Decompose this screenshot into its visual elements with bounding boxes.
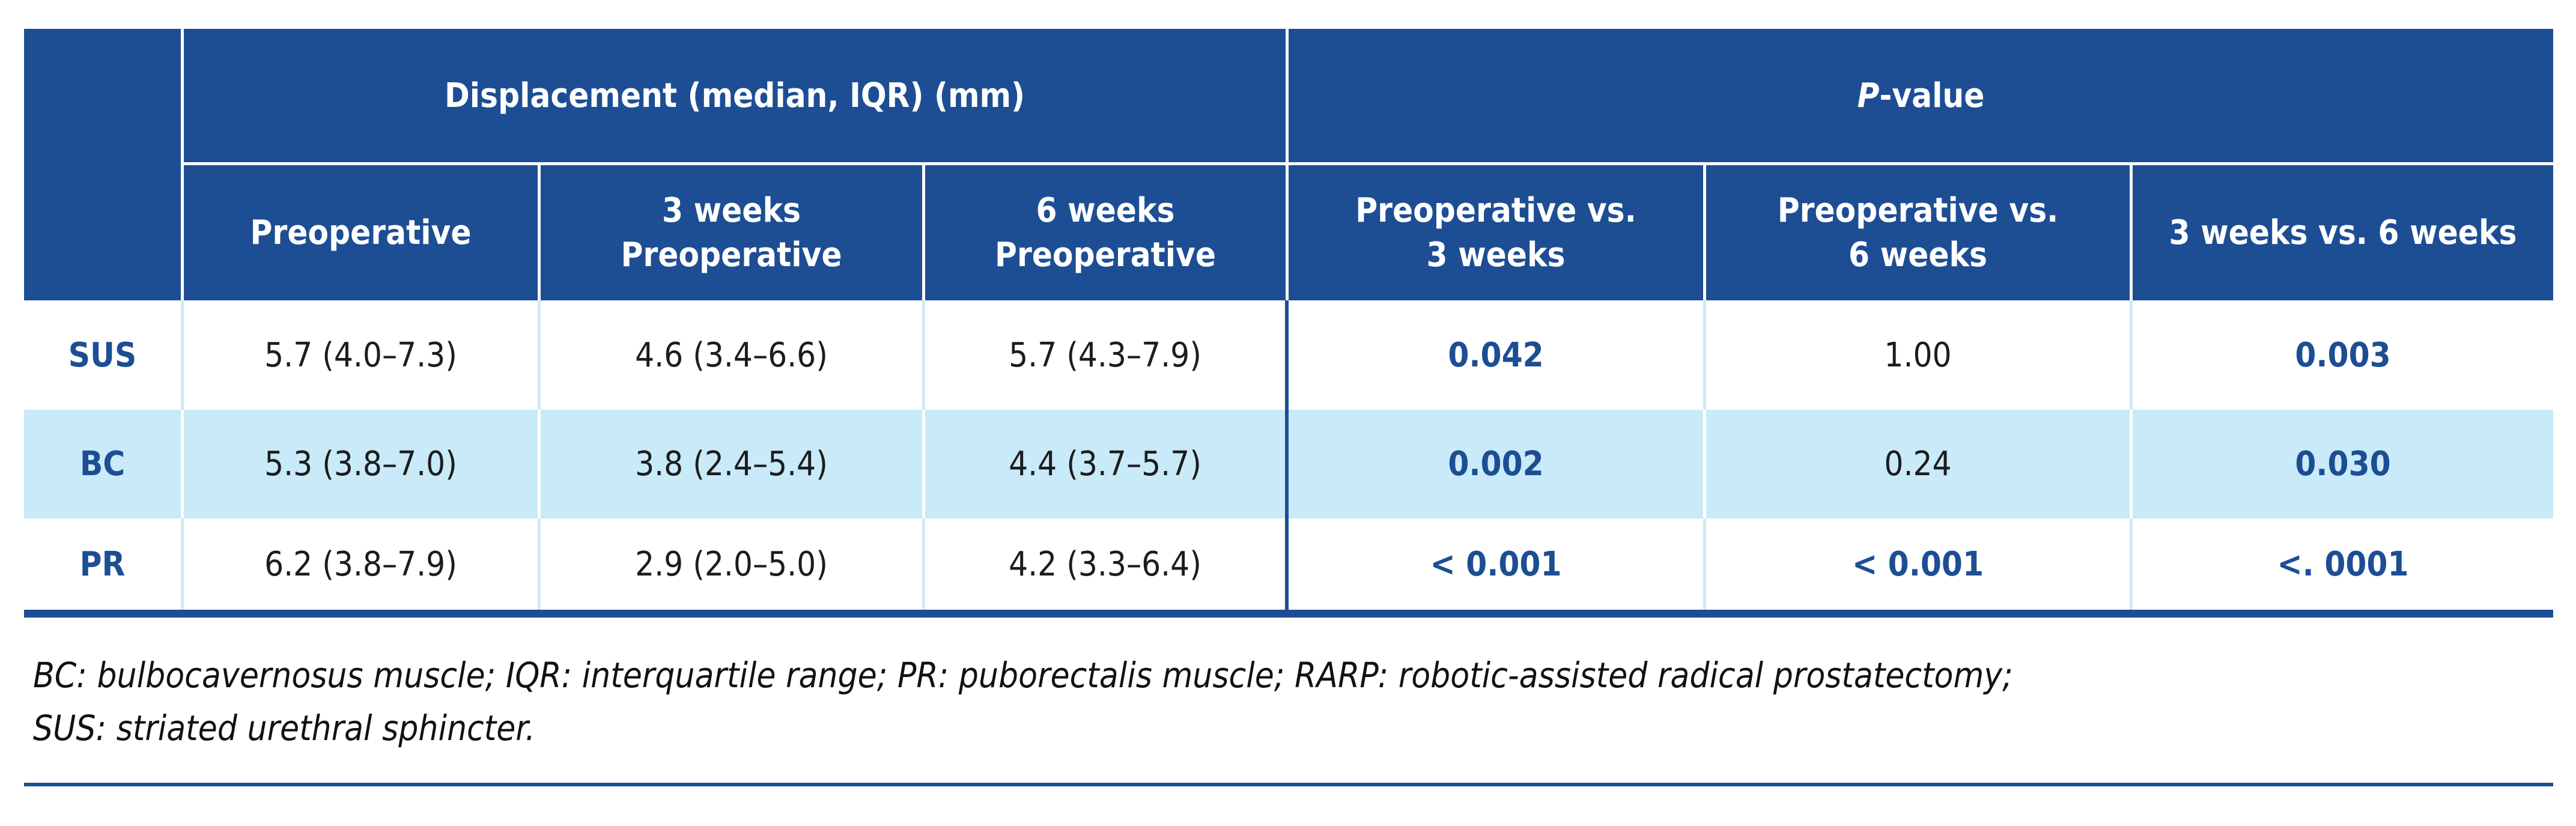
pr-pvalue-pre-vs-3w: < 0.001 xyxy=(1289,518,1706,610)
header-pvalue-group: P-value xyxy=(1289,29,2553,165)
bottom-rule xyxy=(24,783,2553,786)
sus-pvalue-3w-vs-6w: 0.003 xyxy=(2133,300,2553,410)
sus-preoperative-value: 5.7 (4.0–7.3) xyxy=(184,300,541,410)
header-displacement-label: Displacement (median, IQR) (mm) xyxy=(444,76,1025,115)
subheader-3-weeks-label: 3 weeks Preoperative xyxy=(621,190,842,275)
bc-preoperative-value: 5.3 (3.8–7.0) xyxy=(184,410,541,518)
subheader-6-weeks: 6 weeks Preoperative xyxy=(925,165,1289,300)
pvalue-suffix: -value xyxy=(1879,76,1985,115)
subheader-pre-vs-6-weeks: Preoperative vs. 6 weeks xyxy=(1706,165,2133,300)
pr-preoperative-value: 6.2 (3.8–7.9) xyxy=(184,518,541,610)
bc-6-weeks-value: 4.4 (3.7–5.7) xyxy=(925,410,1289,518)
bc-pvalue-pre-vs-3w: 0.002 xyxy=(1289,410,1706,518)
sus-3-weeks-value: 4.6 (3.4–6.6) xyxy=(541,300,925,410)
subheader-pre-vs-6-weeks-label: Preoperative vs. 6 weeks xyxy=(1777,190,2059,275)
header-pvalue-label: P-value xyxy=(1858,76,1985,115)
header-displacement-group: Displacement (median, IQR) (mm) xyxy=(184,29,1289,165)
row-pr-label: PR xyxy=(24,518,184,610)
row-sus-label: SUS xyxy=(24,300,184,410)
subheader-preoperative: Preoperative xyxy=(184,165,541,300)
pr-pvalue-pre-vs-6w: < 0.001 xyxy=(1706,518,2133,610)
subheader-3-vs-6-weeks-label: 3 weeks vs. 6 weeks xyxy=(2169,213,2517,252)
subheader-preoperative-label: Preoperative xyxy=(250,213,472,252)
subheader-3-weeks: 3 weeks Preoperative xyxy=(541,165,925,300)
pr-6-weeks-value: 4.2 (3.3–6.4) xyxy=(925,518,1289,610)
sus-pvalue-pre-vs-6w: 1.00 xyxy=(1706,300,2133,410)
results-table: Displacement (median, IQR) (mm) P-value … xyxy=(24,29,2553,610)
pvalue-italic-p: P xyxy=(1857,76,1880,115)
bc-pvalue-pre-vs-6w: 0.24 xyxy=(1706,410,2133,518)
corner-header-cell xyxy=(24,29,184,300)
footnote-line-1: BC: bulbocavernosus muscle; IQR: interqu… xyxy=(33,655,2013,696)
pr-pvalue-3w-vs-6w: <. 0001 xyxy=(2133,518,2553,610)
table-bottom-bar xyxy=(24,610,2553,618)
bc-3-weeks-value: 3.8 (2.4–5.4) xyxy=(541,410,925,518)
row-bc-label: BC xyxy=(24,410,184,518)
subheader-3-vs-6-weeks: 3 weeks vs. 6 weeks xyxy=(2133,165,2553,300)
pr-3-weeks-value: 2.9 (2.0–5.0) xyxy=(541,518,925,610)
subheader-pre-vs-3-weeks: Preoperative vs. 3 weeks xyxy=(1289,165,1706,300)
bc-pvalue-3w-vs-6w: 0.030 xyxy=(2133,410,2553,518)
abbreviations-footnote: BC: bulbocavernosus muscle; IQR: interqu… xyxy=(33,649,2013,755)
subheader-6-weeks-label: 6 weeks Preoperative xyxy=(994,190,1217,275)
footnote-line-2: SUS: striated urethral sphincter. xyxy=(33,708,535,749)
sus-6-weeks-value: 5.7 (4.3–7.9) xyxy=(925,300,1289,410)
sus-pvalue-pre-vs-3w: 0.042 xyxy=(1289,300,1706,410)
subheader-pre-vs-3-weeks-label: Preoperative vs. 3 weeks xyxy=(1355,190,1636,275)
